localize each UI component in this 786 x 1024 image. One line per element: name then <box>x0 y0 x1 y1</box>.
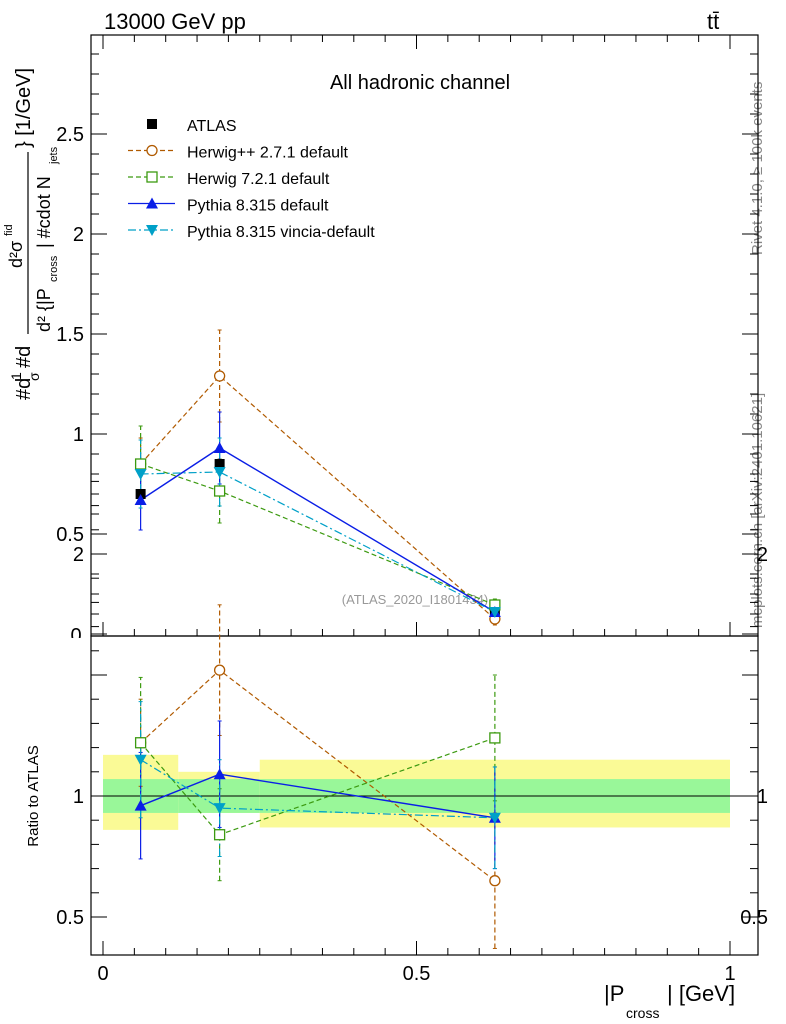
legend-label-pythia: Pythia 8.315 default <box>187 198 329 215</box>
herwig7-point <box>134 458 147 470</box>
main-y-tick-label: 2 <box>73 224 84 246</box>
svg-text:} [1/GeV]: } [1/GeV] <box>13 68 35 148</box>
pythia-ratio-point <box>134 799 147 811</box>
legend-marker-herwig7 <box>146 171 158 183</box>
svg-text:|P: |P <box>604 981 624 1006</box>
legend-marker-atlas <box>147 119 157 129</box>
legend-label-vincia: Pythia 8.315 vincia-default <box>187 224 375 241</box>
herwig7-point <box>213 485 226 497</box>
ratio-y-tick-label: 0.5 <box>56 907 84 929</box>
legend-marker-pythia <box>146 197 158 209</box>
herwig7-ratio-point <box>213 829 226 841</box>
legend-label-herwig7: Herwig 7.2.1 default <box>187 171 330 188</box>
x-tick-label: 0.5 <box>403 963 431 985</box>
herwig7-ratio-point <box>489 732 501 744</box>
ratio-y-tick-label-right: 1 <box>757 786 768 808</box>
ratio-y-tick-label-right: 2 <box>757 544 768 566</box>
vincia-ratio-point <box>488 812 501 824</box>
svg-text:d² {|P: d² {|P <box>34 288 54 332</box>
x-tick-label: 1 <box>724 963 735 985</box>
ratio-y-tick-label: 1 <box>73 786 84 808</box>
svg-text:#d: #d <box>13 378 35 400</box>
herwig7-line <box>140 463 496 606</box>
process-label: 13000 GeV pp <box>104 9 246 34</box>
legend-label-herwig_pp: Herwig++ 2.7.1 default <box>187 145 349 162</box>
main-y-tick-label: 1 <box>73 424 84 446</box>
svg-text:cross: cross <box>626 1005 659 1021</box>
herwig7-ratio-point <box>134 737 147 749</box>
final-state-label: tt̄ <box>707 9 719 34</box>
herwig_pp-point <box>213 370 226 382</box>
herwig_pp-ratio-point <box>489 875 501 887</box>
svg-text:#d: #d <box>13 346 35 368</box>
main-y-tick-label: 1.5 <box>56 324 84 346</box>
legend-marker-herwig_pp <box>146 144 158 157</box>
svg-text:cross: cross <box>48 255 60 282</box>
legend-label-atlas: ATLAS <box>187 118 237 135</box>
svg-text:jets: jets <box>48 146 60 165</box>
x-tick-label: 0 <box>97 963 108 985</box>
svg-text:d²σ: d²σ <box>6 241 26 268</box>
vincia-line <box>140 471 496 613</box>
vincia-ratio-point <box>134 754 147 766</box>
herwig_pp-line <box>140 375 496 620</box>
vincia-ratio-point <box>213 803 226 815</box>
pythia-ratio-point <box>213 768 226 780</box>
svg-text:| [GeV]: | [GeV] <box>667 981 735 1006</box>
chart-marks: 0 0.5 1 0.5 1 1.5 2 2.5 0 0.5 0.5 1 1 2 2 ATLAS Herwig++… <box>56 34 768 985</box>
vincia-point <box>213 467 226 478</box>
vincia-point <box>134 469 147 480</box>
pythia-point <box>213 442 226 453</box>
ratio-y-tick-label-right: 0.5 <box>740 907 768 929</box>
svg-text:fid: fid <box>3 224 15 236</box>
herwig_pp-ratio-point <box>213 664 226 676</box>
ratio-y-axis-label: Ratio to ATLAS <box>25 745 42 846</box>
svg-text:| #cdot N: | #cdot N <box>34 176 54 248</box>
label-clip <box>60 638 90 650</box>
main-y-tick-label: 2.5 <box>56 124 84 146</box>
chart-title: All hadronic channel <box>330 72 510 94</box>
pythia-point <box>134 494 147 505</box>
atlas-point <box>214 459 225 469</box>
vincia-point <box>488 607 501 618</box>
legend-marker-vincia <box>146 225 158 236</box>
main-y-axis-label: #d 1 σ #d d²σ fid d² {|P cross | #cdot N… <box>3 68 60 400</box>
main-y-tick-label: 0.5 <box>56 524 84 546</box>
svg-text:1: 1 <box>8 372 24 380</box>
analysis-tag: (ATLAS_2020_I1801434) <box>342 592 488 607</box>
main-y-tick-label-zero: 0 <box>70 625 81 647</box>
svg-text:σ: σ <box>26 372 42 381</box>
ratio-y-tick-label: 2 <box>73 544 84 566</box>
x-axis-label: |P cross | [GeV] <box>604 981 735 1021</box>
